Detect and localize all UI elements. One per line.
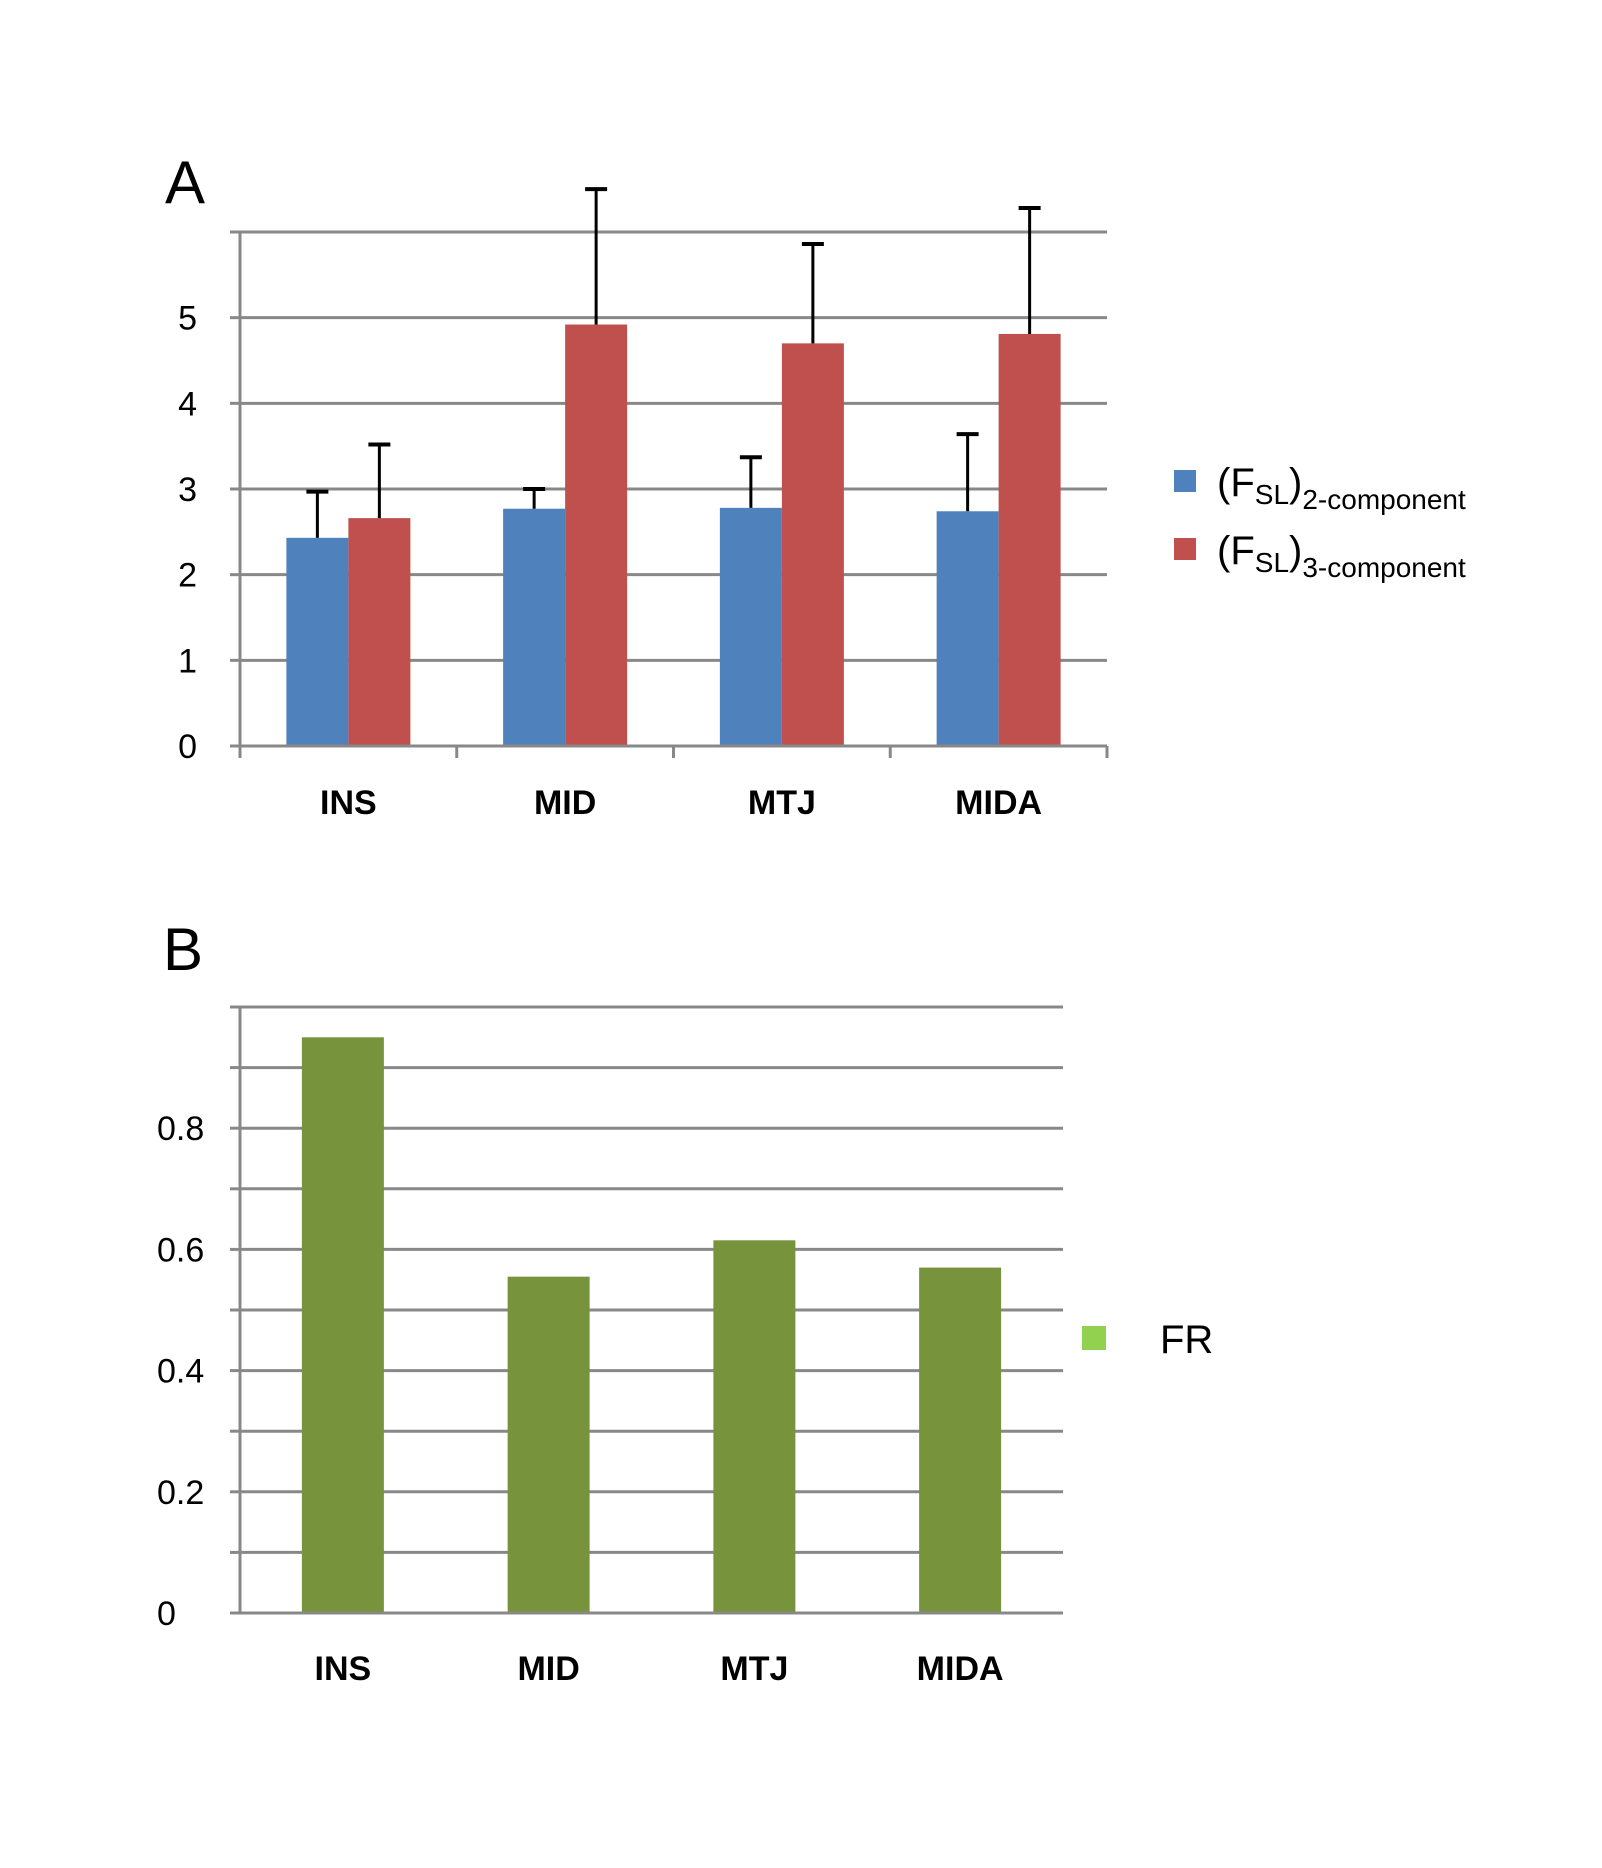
bar-mida-fr xyxy=(919,1267,1002,1613)
bar-mid-fr xyxy=(507,1276,590,1613)
panel-a-category-labels: INS MID MTJ MIDA xyxy=(320,784,1042,822)
category-label-ins: INS xyxy=(320,784,377,822)
panel-b-legend: FR xyxy=(1082,1318,1213,1362)
y-tick-label: 0.4 xyxy=(157,1353,204,1391)
bar-mida-series-2 xyxy=(998,333,1061,746)
panel-b-chart: B 0 0.2 0.4 0.6 0.8 INS MID MTJ MIDA FR xyxy=(157,916,1213,1688)
legend-label-2-component: (FSL)2-component xyxy=(1217,461,1466,515)
panel-b-label: B xyxy=(163,916,203,983)
bar-ins-series-1 xyxy=(286,537,349,746)
category-label-mida: MIDA xyxy=(917,1650,1004,1688)
panel-a-error-bars xyxy=(306,187,1041,538)
category-label-mid: MID xyxy=(517,1650,579,1688)
bar-mtj-series-1 xyxy=(719,507,782,746)
bar-mtj-fr xyxy=(713,1240,796,1613)
y-tick-label: 0.2 xyxy=(157,1474,204,1512)
legend-swatch-fr xyxy=(1082,1326,1106,1350)
y-tick-label: 0.8 xyxy=(157,1110,204,1148)
y-tick-label: 1 xyxy=(178,642,197,680)
bar-mtj-series-2 xyxy=(781,343,844,746)
bar-mida-series-1 xyxy=(936,511,999,746)
legend-label-3-component: (FSL)3-component xyxy=(1217,529,1466,583)
category-label-mtj: MTJ xyxy=(720,1650,788,1688)
y-tick-label: 3 xyxy=(178,471,197,509)
y-tick-label: 0 xyxy=(157,1595,176,1633)
bar-ins-series-2 xyxy=(348,518,411,746)
bar-mid-series-2 xyxy=(565,324,628,746)
legend-swatch-2-component xyxy=(1174,470,1196,492)
panel-a-chart: A 0 1 2 3 4 5 INS MID MTJ MIDA (FSL)2-component … xyxy=(165,149,1466,822)
legend-swatch-3-component xyxy=(1174,538,1196,560)
category-label-mida: MIDA xyxy=(955,784,1042,822)
bar-ins-fr xyxy=(301,1037,384,1613)
panel-b-bars xyxy=(301,1037,1002,1613)
category-label-ins: INS xyxy=(315,1650,372,1688)
category-label-mtj: MTJ xyxy=(748,784,816,822)
panel-b-axes xyxy=(230,1005,1063,1615)
y-tick-label: 5 xyxy=(178,300,197,338)
panel-b-category-labels: INS MID MTJ MIDA xyxy=(315,1650,1004,1688)
panel-b-y-tick-labels: 0 0.2 0.4 0.6 0.8 xyxy=(157,1110,204,1633)
y-tick-label: 2 xyxy=(178,557,197,595)
panel-a-label: A xyxy=(165,149,205,216)
y-tick-label: 0 xyxy=(178,728,197,766)
y-tick-label: 4 xyxy=(178,385,197,423)
panel-a-legend: (FSL)2-component (FSL)3-component xyxy=(1174,461,1466,583)
bar-mid-series-1 xyxy=(503,508,566,746)
panel-a-bars xyxy=(286,324,1061,746)
panel-a-y-tick-labels: 0 1 2 3 4 5 xyxy=(178,300,197,766)
legend-label-fr: FR xyxy=(1160,1318,1213,1362)
panel-a-axes xyxy=(230,230,1109,758)
y-tick-label: 0.6 xyxy=(157,1231,204,1269)
category-label-mid: MID xyxy=(534,784,596,822)
